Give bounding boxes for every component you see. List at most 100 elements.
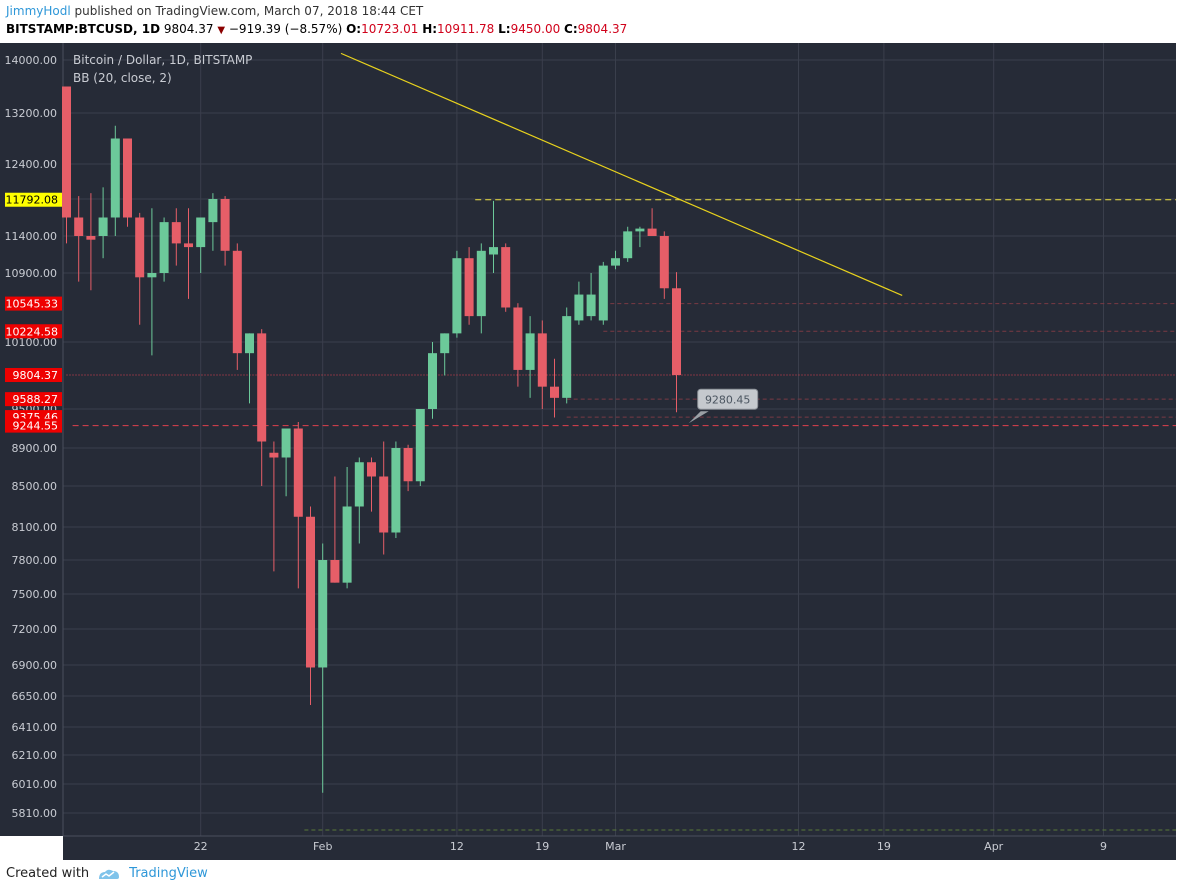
candle-body xyxy=(391,448,401,533)
price-label-text: 9588.27 xyxy=(13,393,59,406)
candle-body xyxy=(171,222,181,244)
candle-body xyxy=(281,428,291,458)
publish-info: JimmyHodl published on TradingView.com, … xyxy=(6,4,423,18)
y-tick-label: 10900.00 xyxy=(5,267,58,280)
price-change: −919.39 (−8.57%) xyxy=(228,22,343,36)
grid xyxy=(62,43,1176,837)
price-label-box xyxy=(5,192,62,207)
candle-body xyxy=(452,258,462,334)
time-axis[interactable] xyxy=(63,836,1176,860)
tradingview-logo-icon xyxy=(99,869,120,879)
price-label-text: 11792.08 xyxy=(6,194,59,207)
candle-body xyxy=(74,217,84,236)
indicator-label: BB (20, close, 2) xyxy=(73,71,172,85)
close-label: C: xyxy=(564,22,578,36)
y-tick-label: 13200.00 xyxy=(5,107,58,120)
y-tick-labels: 14000.0013200.0012400.0011800.0011400.00… xyxy=(5,54,58,820)
candle-body xyxy=(476,250,486,317)
price-label-text: 9804.37 xyxy=(13,369,59,382)
price-label-text: 9244.55 xyxy=(13,420,59,433)
symbol-label: BITSTAMP:BTCUSD, 1D xyxy=(6,22,161,36)
y-tick-label: 11400.00 xyxy=(5,230,58,243)
candle-body xyxy=(574,294,584,321)
candle-body xyxy=(659,236,669,289)
y-tick-label: 6010.00 xyxy=(12,778,58,791)
horizontal-lines xyxy=(66,199,1176,831)
candle-body xyxy=(598,265,608,321)
candle-body xyxy=(62,86,71,218)
footer: Created with TradingView xyxy=(6,866,208,881)
price-label-box xyxy=(5,368,62,383)
price-axis[interactable] xyxy=(0,43,63,836)
candle-body xyxy=(403,448,413,482)
y-tick-label: 12400.00 xyxy=(5,158,58,171)
y-tick-label: 6900.00 xyxy=(12,659,58,672)
candle-body xyxy=(330,560,340,583)
candle-body xyxy=(537,333,547,387)
candle-body xyxy=(135,217,145,278)
candle-body xyxy=(98,217,108,236)
x-tick-label: Apr xyxy=(984,840,1004,853)
chart-title: Bitcoin / Dollar, 1D, BITSTAMP xyxy=(73,53,252,67)
trendline[interactable] xyxy=(340,52,903,296)
candle-body xyxy=(257,333,267,442)
price-label-text: 10224.58 xyxy=(6,325,59,338)
open-label: O: xyxy=(346,22,362,36)
candle-body xyxy=(110,138,120,218)
down-arrow-icon: ▼ xyxy=(217,25,226,36)
candle-body xyxy=(306,516,315,668)
price-label-box xyxy=(5,324,62,339)
candle-body xyxy=(550,386,559,398)
x-tick-labels: 22Feb1219Mar1219Apr916 xyxy=(194,840,1182,853)
candle-body xyxy=(269,452,279,458)
y-tick-label: 14000.00 xyxy=(5,54,58,67)
candle-body xyxy=(586,294,596,317)
low-label: L: xyxy=(498,22,511,36)
x-tick-label: 12 xyxy=(792,840,806,853)
price-label-text: 10545.33 xyxy=(6,298,59,311)
candle-body xyxy=(318,560,328,668)
y-tick-label: 7500.00 xyxy=(12,588,58,601)
candle-body xyxy=(245,333,254,354)
price-label-box xyxy=(5,296,62,311)
candle-body xyxy=(611,258,620,266)
candle-body xyxy=(489,247,498,255)
price-chart[interactable]: 14000.0013200.0012400.0011800.0011400.00… xyxy=(0,43,1182,860)
candle-body xyxy=(342,506,352,583)
candle-body xyxy=(232,250,242,354)
candle-body xyxy=(672,288,681,376)
candle-body xyxy=(147,273,157,278)
y-tick-label: 7800.00 xyxy=(12,554,58,567)
high-label: H: xyxy=(422,22,438,36)
y-tick-label: 7200.00 xyxy=(12,623,58,636)
y-tick-label: 6210.00 xyxy=(12,749,58,762)
tradingview-link[interactable]: TradingView xyxy=(129,866,208,881)
x-tick-label: 12 xyxy=(450,840,464,853)
x-tick-label: 19 xyxy=(535,840,549,853)
y-tick-label: 6410.00 xyxy=(12,721,58,734)
ohlc-bar: BITSTAMP:BTCUSD, 1D 9804.37 ▼ −919.39 (−… xyxy=(6,22,627,36)
price-label-box xyxy=(5,418,62,433)
price-labels: 11792.0810545.3310224.589804.379588.2793… xyxy=(5,192,62,433)
candle-body xyxy=(367,462,376,477)
author-name[interactable]: JimmyHodl xyxy=(6,4,71,18)
candle-body xyxy=(220,199,230,251)
last-price: 9804.37 xyxy=(163,22,214,36)
candle-body xyxy=(623,231,633,259)
callout-box xyxy=(697,388,759,410)
candle-body xyxy=(562,316,572,398)
candle-body xyxy=(440,333,450,354)
callout-text: 9280.45 xyxy=(705,393,751,406)
y-tick-label: 8500.00 xyxy=(12,480,58,493)
x-tick-label: 19 xyxy=(877,840,891,853)
publish-text: published on TradingView.com, March 07, … xyxy=(74,4,424,18)
candle-body xyxy=(354,462,364,507)
x-tick-label: 22 xyxy=(194,840,208,853)
y-tick-label: 6650.00 xyxy=(12,690,58,703)
candle-body xyxy=(647,228,657,236)
open-value: 10723.01 xyxy=(361,22,419,36)
close-value: 9804.37 xyxy=(577,22,628,36)
high-value: 10911.78 xyxy=(437,22,495,36)
x-tick-label: Mar xyxy=(605,840,626,853)
price-callout[interactable]: 9280.45 xyxy=(688,388,759,424)
